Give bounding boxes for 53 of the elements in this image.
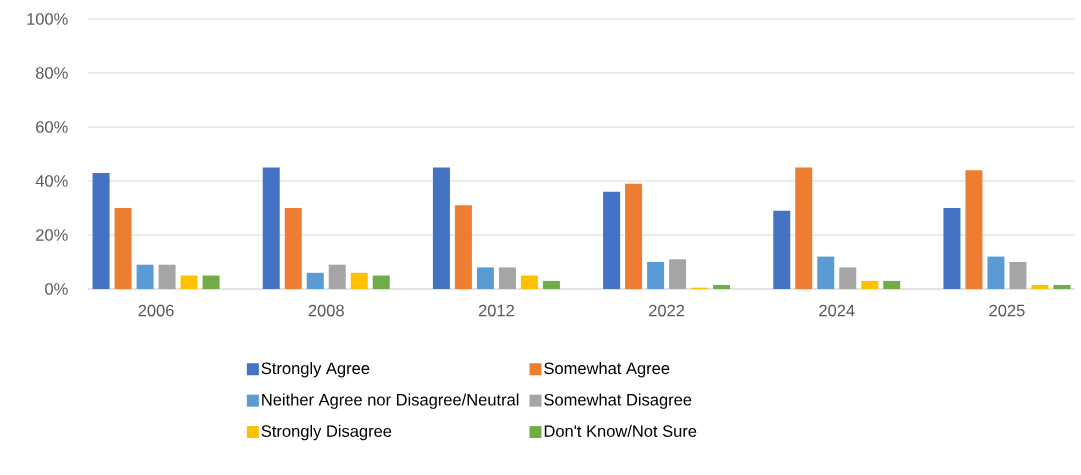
bar	[773, 210, 791, 289]
legend-label: Don't Know/Not Sure	[544, 424, 697, 437]
bar	[625, 183, 643, 289]
bar	[180, 275, 198, 289]
bar	[328, 264, 346, 289]
y-tick-label: 60%	[36, 121, 68, 133]
x-tick-label: 2025	[989, 304, 1025, 317]
y-tick-label: 100%	[27, 13, 68, 25]
bar	[454, 205, 472, 289]
bar	[158, 264, 176, 289]
bar	[372, 275, 390, 289]
bar	[713, 284, 731, 289]
legend-label: Strongly Agree	[261, 362, 370, 378]
bar	[1053, 284, 1071, 289]
bar	[817, 256, 835, 289]
bar	[965, 170, 983, 289]
bar	[542, 280, 560, 289]
bar	[114, 208, 132, 289]
bar	[861, 280, 879, 289]
y-tick-label: 80%	[36, 67, 68, 79]
legend-label: Somewhat Agree	[544, 362, 670, 378]
x-tick-label: 2024	[819, 304, 855, 317]
bar	[284, 208, 302, 289]
x-tick-label: 2012	[478, 304, 514, 317]
bar	[647, 262, 665, 289]
bar	[603, 191, 621, 289]
legend-label: Somewhat Disagree	[544, 393, 692, 409]
x-tick-label: 2006	[138, 304, 174, 317]
bar	[306, 272, 324, 289]
legend-label: Strongly Disagree	[261, 424, 392, 441]
x-tick-label: 2022	[649, 304, 685, 317]
y-tick-label: 0%	[45, 283, 68, 295]
y-tick-label: 40%	[35, 175, 68, 187]
bar	[520, 275, 538, 289]
y-tick-label: 20%	[36, 229, 68, 241]
bar	[92, 172, 110, 289]
bar	[883, 280, 901, 289]
bar	[432, 167, 450, 289]
bar	[987, 256, 1005, 289]
bar	[498, 267, 516, 289]
bar	[943, 208, 961, 289]
bar	[476, 267, 494, 289]
bar	[1009, 262, 1027, 289]
bar	[350, 272, 368, 289]
legend-label: Neither Agree nor Disagree/Neutral	[262, 393, 519, 409]
bar	[262, 167, 280, 289]
bar	[795, 167, 813, 289]
bar	[202, 275, 220, 289]
x-tick-label: 2008	[308, 304, 344, 317]
bar	[669, 259, 687, 289]
bar	[1031, 284, 1049, 289]
bar	[136, 264, 154, 289]
bar	[839, 267, 857, 289]
